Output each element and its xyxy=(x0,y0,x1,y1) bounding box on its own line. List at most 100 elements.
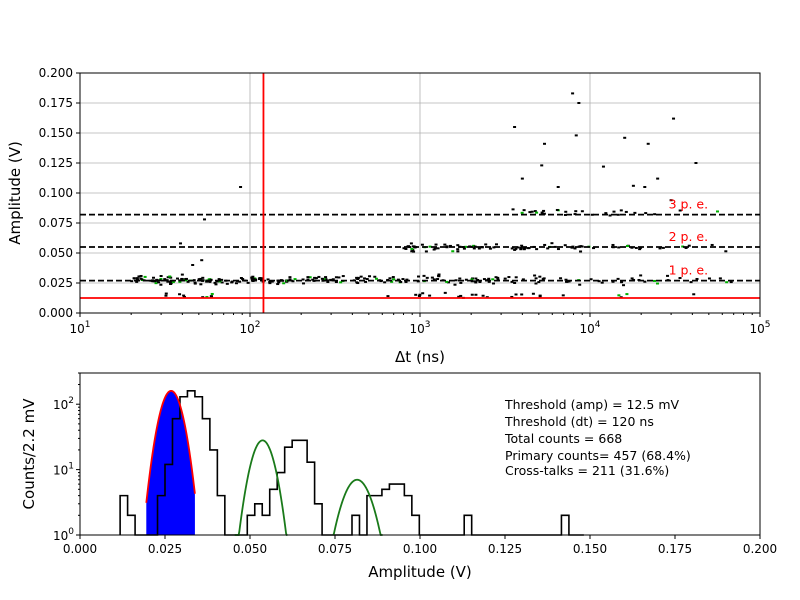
scatter-point xyxy=(639,274,643,277)
scatter-point xyxy=(531,292,535,295)
scatter-y-tick-label: 0.075 xyxy=(39,216,73,230)
scatter-point xyxy=(169,276,173,279)
scatter-point xyxy=(391,276,395,279)
scatter-point xyxy=(457,295,461,298)
scatter-point xyxy=(178,280,182,283)
scatter-point xyxy=(432,248,436,251)
scatter-point xyxy=(143,275,147,278)
scatter-point xyxy=(597,280,601,283)
scatter-point xyxy=(616,213,620,216)
scatter-point xyxy=(453,283,457,286)
scatter-point xyxy=(464,245,468,248)
scatter-point xyxy=(151,276,155,279)
scatter-point xyxy=(220,281,224,284)
scatter-point xyxy=(710,243,714,246)
scatter-point xyxy=(459,294,463,297)
scatter-point xyxy=(643,186,647,188)
scatter-point xyxy=(492,246,496,249)
scatter-point xyxy=(201,276,205,279)
pe-level-label: 1 p. e. xyxy=(669,263,708,278)
scatter-point xyxy=(617,294,621,297)
scatter-point xyxy=(197,278,201,281)
scatter-point xyxy=(520,293,524,296)
scatter-point xyxy=(383,281,387,284)
scatter-point xyxy=(630,277,634,280)
scatter-point xyxy=(421,292,425,295)
scatter-point xyxy=(496,278,500,281)
scatter-point xyxy=(473,280,477,283)
scatter-point xyxy=(168,275,172,278)
scatter-point xyxy=(563,213,567,216)
scatter-point xyxy=(634,246,638,249)
scatter-point xyxy=(363,277,367,280)
scatter-y-tick-label: 0.125 xyxy=(39,156,73,170)
scatter-point xyxy=(451,250,455,253)
scatter-point xyxy=(611,280,615,283)
scatter-point xyxy=(521,278,525,281)
scatter-point xyxy=(655,282,659,285)
scatter-point xyxy=(293,278,297,281)
histogram-y-tick-label: 101 xyxy=(53,462,74,478)
scatter-point xyxy=(561,294,565,297)
histogram-annotation-box: Threshold (amp) = 12.5 mV Threshold (dt)… xyxy=(504,397,691,478)
scatter-point xyxy=(418,293,422,296)
scatter-point xyxy=(365,278,369,281)
scatter-point xyxy=(164,294,168,297)
scatter-point xyxy=(534,282,538,285)
scatter-point xyxy=(210,292,214,295)
scatter-point xyxy=(503,277,507,280)
scatter-point xyxy=(191,264,195,266)
scatter-point xyxy=(678,209,682,212)
scatter-point xyxy=(302,282,306,285)
scatter-point xyxy=(474,293,478,296)
scatter-y-tick-label: 0.000 xyxy=(39,306,73,320)
scatter-point xyxy=(175,277,179,280)
scatter-point xyxy=(454,279,458,282)
scatter-point xyxy=(625,245,629,248)
gaussian-fit-curve xyxy=(234,439,288,536)
scatter-x-tick-label: 102 xyxy=(239,320,260,336)
scatter-point xyxy=(687,244,691,247)
scatter-point xyxy=(653,279,657,282)
scatter-point xyxy=(282,282,286,285)
scatter-point xyxy=(165,279,169,282)
scatter-point xyxy=(402,247,406,250)
scatter-point xyxy=(312,279,316,282)
scatter-point xyxy=(417,294,421,297)
scatter-point xyxy=(339,281,343,284)
scatter-y-tick-label: 0.025 xyxy=(39,276,73,290)
scatter-point xyxy=(537,281,541,284)
scatter-point xyxy=(480,246,484,249)
scatter-point xyxy=(577,102,581,104)
scatter-point xyxy=(220,278,224,281)
scatter-point xyxy=(341,275,345,278)
scatter-point xyxy=(214,283,218,286)
scatter-point xyxy=(392,278,396,281)
scatter-point xyxy=(540,164,544,167)
scatter-point xyxy=(159,275,163,278)
scatter-point xyxy=(324,276,328,279)
scatter-point xyxy=(276,283,280,286)
scatter-point xyxy=(399,280,403,283)
scatter-point xyxy=(550,242,554,245)
scatter-point xyxy=(543,243,547,246)
scatter-point xyxy=(166,280,170,283)
scatter-point xyxy=(556,248,560,251)
pe-level-lines: 1 p. e. 2 p. e. 3 p. e. xyxy=(80,197,760,282)
scatter-y-tick-label: 0.150 xyxy=(39,126,73,140)
scatter-point xyxy=(470,293,474,296)
scatter-point xyxy=(535,211,539,214)
scatter-point xyxy=(513,248,517,251)
scatter-point xyxy=(608,214,612,217)
scatter-point xyxy=(135,277,139,280)
scatter-point xyxy=(458,277,462,280)
scatter-point xyxy=(368,275,372,278)
scatter-point xyxy=(326,280,330,283)
scatter-point xyxy=(559,277,563,280)
scatter-point xyxy=(580,245,584,248)
scatter-point xyxy=(570,246,574,249)
scatter-point xyxy=(182,296,186,299)
histogram-panel: 100 101 102 0.000 0.025 0.050 0.075 0.100 0.125… xyxy=(20,372,777,581)
scatter-x-axis-label: Δt (ns) xyxy=(395,348,445,366)
scatter-point xyxy=(633,211,637,214)
